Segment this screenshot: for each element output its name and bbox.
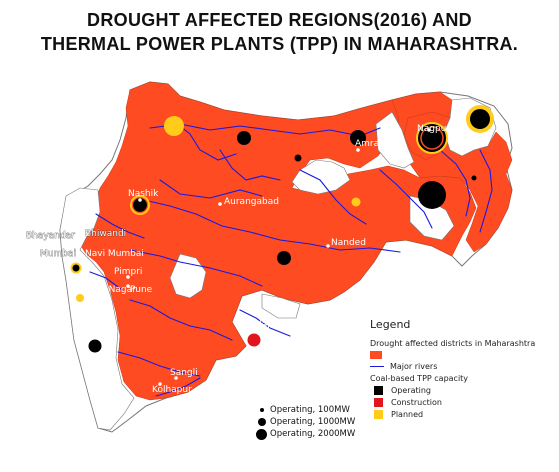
- legend-construction-row: Construction: [370, 398, 555, 407]
- size-legend-medium-row: Operating, 1000MW: [256, 416, 355, 428]
- non-drought-konkan: [59, 187, 135, 431]
- city-dot: [218, 202, 222, 206]
- city-label: Pimpri: [114, 267, 142, 277]
- city-label: Bhayandar: [26, 231, 75, 241]
- legend-drought-label-row: Drought affected districts in Maharashtr…: [370, 339, 555, 348]
- non-drought-khandesh: [375, 111, 415, 169]
- legend-tpp-title: Coal-based TPP capacity: [370, 374, 469, 383]
- river: [95, 213, 145, 239]
- legend-tpp-title-row: Coal-based TPP capacity: [370, 374, 555, 383]
- city-dot: [72, 254, 76, 258]
- river: [89, 271, 123, 291]
- size-legend-small-label: Operating, 100MW: [270, 405, 350, 415]
- tpp-operating-nanded-region: [277, 251, 291, 265]
- river: [439, 149, 471, 217]
- river: [129, 249, 263, 287]
- city-dot: [126, 275, 130, 279]
- legend-drought-swatch-row: [370, 351, 555, 359]
- river: [129, 299, 233, 341]
- city-label: Navi Mumbai: [85, 249, 144, 259]
- city-label: Aurangabad: [224, 197, 279, 207]
- map-title-line-1: DROUGHT AFFECTED REGIONS(2016) AND: [87, 10, 472, 30]
- river: [143, 199, 401, 253]
- size-legend: Operating, 100MW Operating, 1000MW Opera…: [256, 404, 355, 440]
- city-dot: [356, 148, 360, 152]
- legend-planned-label: Planned: [391, 410, 424, 419]
- legend-rivers-row: Major rivers: [370, 362, 555, 371]
- tpp-nashik-core: [131, 196, 149, 214]
- river: [299, 169, 367, 225]
- city-label: Nashik: [128, 189, 159, 199]
- city-dot: [252, 328, 256, 332]
- river: [239, 309, 291, 337]
- tpp-planned-small: [351, 197, 361, 207]
- river: [379, 169, 433, 229]
- legend-title: Legend: [370, 318, 411, 331]
- major-rivers: [89, 117, 493, 397]
- tpp-operating-large: [237, 131, 251, 145]
- legend-operating-label: Operating: [391, 386, 431, 395]
- city-dot: [158, 382, 162, 386]
- non-drought-vidarbha-west: [291, 159, 351, 195]
- non-drought-mid: [261, 293, 301, 319]
- city-label: Mumbai: [40, 249, 76, 259]
- river-line-swatch: [370, 365, 384, 368]
- construction-swatch: [374, 398, 383, 407]
- river: [479, 149, 493, 233]
- size-dot-large: [256, 428, 267, 440]
- tpp-construction-solapur: [247, 333, 261, 347]
- planned-swatch: [374, 410, 383, 419]
- tpp-mumbai-core: [72, 264, 80, 272]
- city-label: Shivaji Nagar: [76, 285, 136, 295]
- tpp-operating-planned-core: [470, 109, 490, 129]
- city-dot: [326, 244, 330, 248]
- city-label: Bhiwandi: [85, 229, 126, 239]
- size-legend-large-row: Operating, 2000MW: [256, 428, 355, 440]
- legend-construction-label: Construction: [391, 398, 442, 407]
- city-label: Kolhapur: [152, 385, 192, 395]
- tpp-operating-ratnagiri: [88, 339, 102, 353]
- operating-swatch: [374, 386, 383, 395]
- size-legend-small-row: Operating, 100MW: [256, 404, 355, 416]
- tpp-planned-raigad: [76, 294, 84, 302]
- river: [159, 179, 263, 199]
- tpp-operating-chandrapur: [418, 181, 446, 209]
- city-dot: [126, 284, 130, 288]
- city-dot: [427, 128, 431, 132]
- drought-swatch: [370, 351, 382, 359]
- city-label: Solapur: [248, 320, 283, 330]
- river: [117, 351, 201, 377]
- legend: Legend Drought affected districts in Mah…: [370, 318, 555, 422]
- tpp-operating-small-east: [471, 175, 477, 181]
- tpp-operating-small: [294, 154, 302, 162]
- city-label: Pune: [130, 285, 153, 295]
- legend-rivers-label: Major rivers: [390, 362, 438, 371]
- tpp-planned-large: [164, 116, 184, 136]
- map-title-line-2: THERMAL POWER PLANTS (TPP) IN MAHARASHTR…: [40, 34, 519, 54]
- river: [149, 123, 381, 137]
- legend-planned-row: Planned: [370, 410, 555, 419]
- cities: Nagpur Amravati Nashik Aurangabad Nanded…: [26, 124, 451, 395]
- tpp-operating-2000mw-ring: [420, 126, 444, 150]
- legend-operating-row: Operating: [370, 386, 555, 395]
- legend-drought-label: Drought affected districts in Maharashtr…: [370, 339, 536, 348]
- map-title: DROUGHT AFFECTED REGIONS(2016) AND THERM…: [0, 8, 559, 56]
- size-dot-small: [260, 408, 264, 412]
- size-dot-medium: [258, 418, 266, 426]
- river: [219, 149, 281, 181]
- city-label: Sangli: [170, 368, 198, 378]
- tpp-operating-amravati: [350, 130, 366, 146]
- city-label: Amravati: [355, 139, 396, 149]
- size-legend-medium-label: Operating, 1000MW: [270, 417, 356, 427]
- non-drought-regions: [59, 97, 497, 431]
- city-label: Nagpur: [417, 124, 450, 134]
- power-plants: [70, 105, 494, 353]
- river: [155, 377, 201, 397]
- city-label: Nanded: [331, 238, 366, 248]
- size-legend-large-label: Operating, 2000MW: [270, 429, 356, 439]
- city-dot: [138, 198, 142, 202]
- city-dot: [174, 376, 178, 380]
